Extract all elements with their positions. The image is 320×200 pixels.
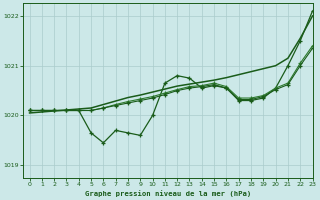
X-axis label: Graphe pression niveau de la mer (hPa): Graphe pression niveau de la mer (hPa)	[85, 190, 251, 197]
